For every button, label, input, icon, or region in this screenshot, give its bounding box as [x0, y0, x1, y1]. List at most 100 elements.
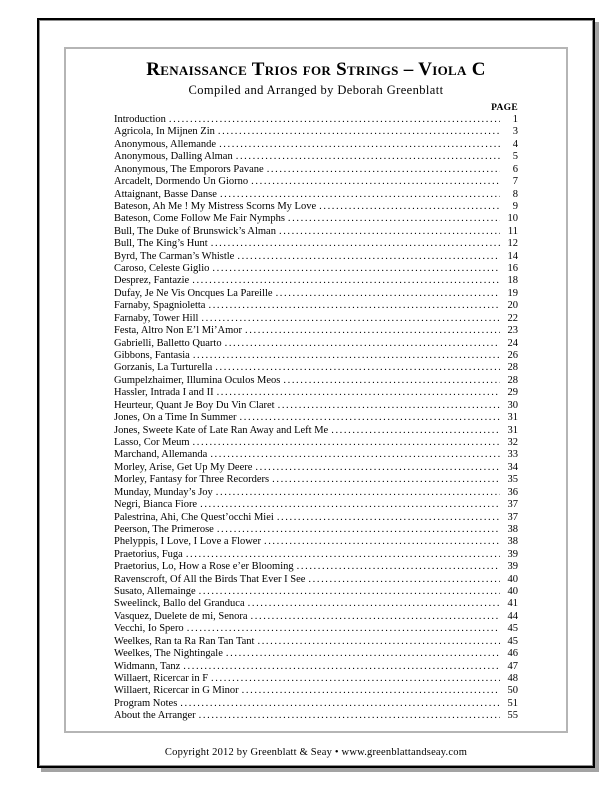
- toc-entry-title: Widmann, Tanz: [114, 660, 181, 672]
- toc-entry-row: Jones, Sweete Kate of Late Ran Away and …: [114, 425, 518, 437]
- toc-entry-page-number: 45: [507, 635, 519, 647]
- page-subtitle: Compiled and Arranged by Deborah Greenbl…: [188, 83, 444, 97]
- toc-entry-row: Peerson, The Primerose 38: [114, 524, 518, 536]
- toc-entry-row: Hassler, Intrada I and II 29: [114, 387, 518, 399]
- toc-entry-title: Dufay, Je Ne Vis Oncques La Pareille: [114, 287, 273, 299]
- toc-entry-row: Negri, Bianca Fiore 37: [114, 499, 518, 511]
- dot-leader: [319, 201, 500, 213]
- toc-entry-title: Ravenscroft, Of All the Birds That Ever …: [114, 573, 306, 585]
- dot-leader: [218, 126, 500, 138]
- toc-entry-title: Anonymous, Allemande: [114, 138, 217, 150]
- toc-entry-row: Morley, Fantasy for Three Recorders 35: [114, 474, 518, 486]
- toc-entry-page-number: 22: [507, 312, 519, 324]
- dot-leader: [276, 288, 500, 300]
- toc-entry-title: Arcadelt, Dormendo Un Giorno: [114, 176, 249, 188]
- toc-entry-row: Morley, Arise, Get Up My Deere 34: [114, 462, 518, 474]
- toc-entry-row: Caroso, Celeste Giglio 16: [114, 263, 518, 275]
- dot-leader: [208, 300, 500, 312]
- toc-entry-page-number: 29: [507, 387, 519, 399]
- toc-entry-page-number: 8: [512, 188, 518, 200]
- toc-entry-title: Anonymous, The Emporors Pavane: [114, 163, 264, 175]
- dot-leader: [169, 114, 500, 126]
- toc-entry-page-number: 51: [507, 697, 519, 709]
- toc-entry-row: Willaert, Ricercar in G Minor 50: [114, 685, 518, 697]
- dot-leader: [331, 425, 500, 437]
- toc-entry-page-number: 48: [507, 672, 519, 684]
- dot-leader: [211, 238, 500, 250]
- toc-entry-title: Anonymous, Dalling Alman: [114, 151, 233, 163]
- toc-entry-page-number: 36: [507, 486, 519, 498]
- footer-copyright: Copyright 2012 by Greenblatt & Seay • ww…: [164, 747, 468, 758]
- dot-leader: [248, 598, 500, 610]
- dot-leader: [187, 623, 500, 635]
- toc-entry-row: Byrd, The Carman’s Whistle 14: [114, 251, 518, 263]
- toc-entry-page-number: 11: [507, 225, 518, 237]
- dot-leader: [277, 512, 500, 524]
- toc-entry-title: Heurteur, Quant Je Boy Du Vin Claret: [114, 399, 275, 411]
- page-column-header: PAGE: [491, 103, 518, 113]
- dot-leader: [210, 449, 500, 461]
- toc-entry-page-number: 31: [507, 412, 519, 424]
- dot-leader: [279, 226, 500, 238]
- toc-entry-page-number: 38: [507, 523, 519, 535]
- toc-entry-title: Morley, Arise, Get Up My Deere: [114, 461, 253, 473]
- toc-entry-page-number: 16: [507, 263, 519, 275]
- dot-leader: [237, 251, 500, 263]
- dot-leader: [183, 661, 500, 673]
- dot-leader: [192, 275, 500, 287]
- toc-entry-row: Phelyppis, I Love, I Love a Flower 38: [114, 536, 518, 548]
- toc-entry-page-number: 20: [507, 300, 519, 312]
- dot-leader: [201, 313, 500, 325]
- dot-leader: [272, 474, 500, 486]
- toc-entry-page-number: 23: [507, 325, 519, 337]
- toc-entry-row: Festa, Altro Non E’l Mi’Amor 23: [114, 325, 518, 337]
- dot-leader: [267, 164, 500, 176]
- toc-entry-row: Bateson, Come Follow Me Fair Nymphs 10: [114, 213, 518, 225]
- toc-entry-title: Weelkes, Ran ta Ra Ran Tan Tant: [114, 635, 255, 647]
- toc-entry-title: Introduction: [114, 114, 166, 125]
- dot-leader: [212, 263, 500, 275]
- toc-entry-page-number: 18: [507, 275, 519, 287]
- toc-entry-row: Bull, The King’s Hunt 12: [114, 238, 518, 250]
- toc-entry-page-number: 5: [512, 151, 518, 163]
- toc-entry-row: Bull, The Duke of Brunswick’s Alman 11: [114, 226, 518, 238]
- toc-entry-title: Attaignant, Basse Danse: [114, 188, 217, 200]
- toc-entry-page-number: 41: [507, 598, 519, 610]
- dot-leader: [226, 648, 500, 660]
- dot-leader: [200, 499, 500, 511]
- toc-entry-page-number: 12: [507, 238, 519, 250]
- toc-entry-row: Introduction 1: [114, 114, 518, 126]
- toc-entry-title: Praetorius, Fuga: [114, 548, 183, 560]
- toc-entry-row: Jones, On a Time In Summer 31: [114, 412, 518, 424]
- toc-entry-title: Marchand, Allemanda: [114, 449, 208, 461]
- toc-entry-row: Weelkes, Ran ta Ra Ran Tan Tant 45: [114, 636, 518, 648]
- toc-entry-title: Caroso, Celeste Giglio: [114, 263, 210, 275]
- dot-leader: [215, 362, 500, 374]
- dot-leader: [211, 673, 500, 685]
- toc-entry-title: Lasso, Cor Meum: [114, 436, 190, 448]
- toc-entry-page-number: 40: [507, 573, 519, 585]
- toc-entry-row: Vasquez, Duelete de mi, Senora 44: [114, 611, 518, 623]
- toc-entry-row: Sweelinck, Ballo del Granduca 41: [114, 598, 518, 610]
- dot-leader: [217, 524, 500, 536]
- toc-entry-title: Palestrina, Ahi, Che Quest’occhi Miei: [114, 511, 274, 523]
- toc-entry-title: Agricola, In Mijnen Zin: [114, 126, 215, 138]
- toc-entry-page-number: 4: [512, 138, 518, 150]
- toc-entry-page-number: 45: [507, 623, 519, 635]
- page-title: Renaissance Trios for Strings – Viola C: [146, 59, 486, 80]
- toc-entry-page-number: 37: [507, 511, 519, 523]
- toc-entry-title: Bateson, Ah Me ! My Mistress Scorns My L…: [114, 200, 317, 212]
- toc-entry-title: Gumpelzhaimer, Illumina Oculos Meos: [114, 374, 281, 386]
- toc-entry-page-number: 30: [507, 399, 519, 411]
- toc-entry-page-number: 10: [507, 213, 519, 225]
- inner-frame-line: Renaissance Trios for Strings – Viola C …: [39, 20, 593, 766]
- dot-leader: [225, 338, 500, 350]
- toc-entry-page-number: 6: [512, 163, 518, 175]
- toc-entry-title: Sweelinck, Ballo del Granduca: [114, 598, 245, 610]
- toc-entry-title: Weelkes, The Nightingale: [114, 648, 223, 660]
- toc-entry-title: Bull, The King’s Hunt: [114, 238, 208, 250]
- toc-entry-title: Gabrielli, Balletto Quarto: [114, 337, 222, 349]
- dot-leader: [219, 139, 500, 151]
- dot-leader: [308, 574, 500, 586]
- toc-entry-row: About the Arranger 55: [114, 710, 518, 722]
